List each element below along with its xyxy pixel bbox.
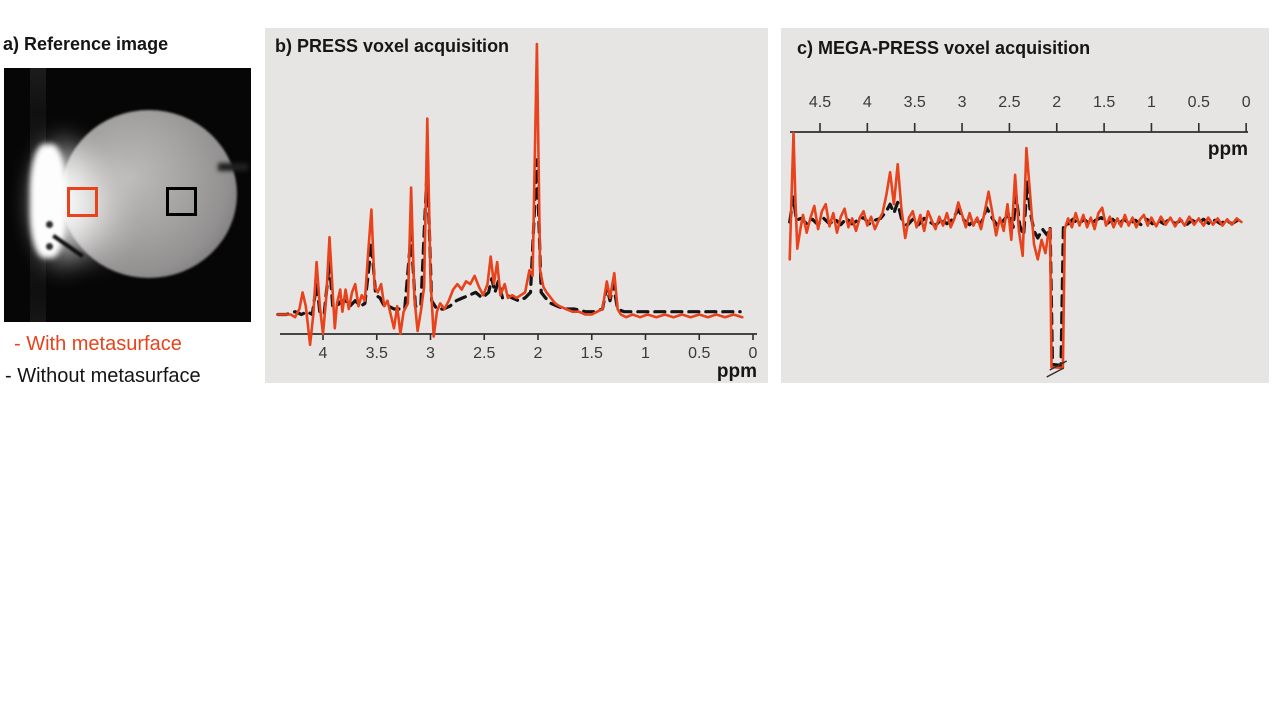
x-axis-tick-label: 1.5 — [581, 345, 603, 362]
x-axis-unit-label: ppm — [717, 361, 757, 382]
legend-without-metasurface: - Without metasurface — [5, 365, 201, 387]
spectrum-trace-with-metasurface — [276, 42, 744, 347]
phantom-dark-dot — [46, 221, 53, 228]
x-axis-tick-label: 4 — [319, 345, 328, 362]
phantom-dark-dot — [46, 243, 53, 250]
x-axis-tick-label: 3 — [426, 345, 435, 362]
panel-megapress: 4.5 4 3.5 3 2.5 2 1.5 1 0.5 0 ppm c) MEGA-PRESS vo… — [781, 28, 1269, 383]
x-axis-unit-label: ppm — [1208, 139, 1248, 160]
x-axis-tick-label: 1 — [641, 345, 650, 362]
axis-break-mark — [1049, 360, 1068, 371]
x-axis-tick-label: 0.5 — [1188, 94, 1210, 111]
x-axis-tick-label: 4.5 — [809, 94, 831, 111]
x-axis-tick-label: 0 — [1242, 94, 1251, 111]
spectrum-trace-without-metasurface — [276, 158, 742, 317]
panel-press: 4 3.5 3 2.5 2 1.5 1 0.5 0 ppm b) PRESS voxel acqu… — [265, 28, 768, 383]
panel-c-title: c) MEGA-PRESS voxel acquisition — [797, 38, 1091, 58]
x-axis-tick-label: 3 — [958, 94, 967, 111]
x-axis-tick-label: 0.5 — [688, 345, 710, 362]
phantom-noise-smudge — [218, 163, 248, 171]
x-axis-tick-label: 1 — [1147, 94, 1156, 111]
x-axis-tick-label: 4 — [863, 94, 872, 111]
phantom-image — [4, 68, 251, 322]
x-axis-tick-label: 2 — [1052, 94, 1061, 111]
x-axis-tick-label: 3.5 — [904, 94, 926, 111]
x-axis-tick-label: 2 — [534, 345, 543, 362]
x-axis-tick-label: 0 — [749, 345, 758, 362]
x-axis-tick-label: 1.5 — [1093, 94, 1115, 111]
axis-break-mark — [1046, 367, 1065, 378]
panel-b-title: b) PRESS voxel acquisition — [275, 36, 510, 56]
spectrum-trace-with-metasurface — [788, 131, 1243, 370]
megapress-spectrum-chart: 4.5 4 3.5 3 2.5 2 1.5 1 0.5 0 ppm — [788, 94, 1251, 378]
x-axis-tick-label: 2.5 — [998, 94, 1020, 111]
roi-without-metasurface — [166, 187, 197, 216]
x-axis-tick-label: 2.5 — [473, 345, 495, 362]
x-axis-tick-label: 3.5 — [366, 345, 388, 362]
panel-a-title: a) Reference image — [3, 34, 169, 54]
roi-with-metasurface — [67, 187, 98, 217]
legend-with-metasurface: - With metasurface — [14, 333, 182, 355]
